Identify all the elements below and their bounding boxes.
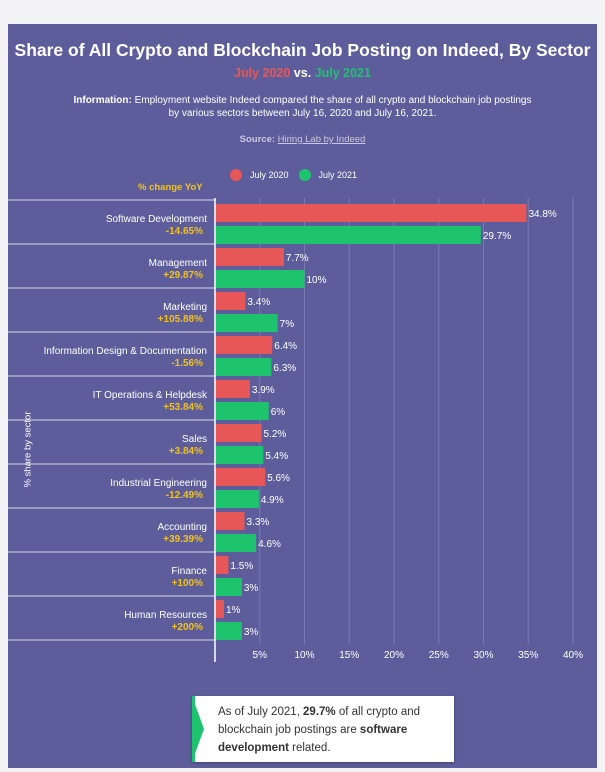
- data-label: 6.4%: [274, 341, 297, 352]
- bar-july-2021: [215, 622, 242, 640]
- data-label: 29.7%: [483, 231, 511, 242]
- data-label: 7%: [280, 319, 295, 330]
- x-tick-label: 20%: [384, 650, 404, 661]
- data-label: 1.5%: [230, 561, 253, 572]
- bar-july-2021: [215, 490, 259, 508]
- legend-item-july-2020: July 2020: [230, 169, 289, 181]
- category-label: Finance: [171, 566, 207, 577]
- subtitle-july-2021: July 2021: [314, 66, 371, 80]
- bar-july-2021: [215, 314, 278, 332]
- callout-box: As of July 2021, 29.7% of all crypto and…: [192, 696, 454, 762]
- x-tick-label: 10%: [294, 650, 314, 661]
- bar-july-2020: [215, 600, 224, 618]
- bar-july-2021: [215, 270, 305, 288]
- yoy-change-label: +105.88%: [158, 314, 203, 325]
- callout-arrow-icon: [192, 696, 204, 762]
- x-tick-label: 5%: [253, 650, 268, 661]
- bar-july-2021: [215, 358, 272, 376]
- yoy-header: % change YoY: [138, 182, 203, 193]
- data-label: 3%: [244, 583, 259, 594]
- x-tick-label: 40%: [563, 650, 583, 661]
- data-label: 6.3%: [273, 363, 296, 374]
- bar-july-2020: [215, 468, 266, 486]
- bar-july-2020: [215, 380, 250, 398]
- yoy-change-label: -12.49%: [166, 490, 203, 501]
- source-line: Source: Hiring Lab by Indeed: [8, 134, 597, 145]
- info-label: Information:: [73, 95, 132, 106]
- legend-swatch-july-2021: [298, 169, 311, 181]
- yoy-change-label: -1.56%: [171, 358, 203, 369]
- x-tick-label: 35%: [518, 650, 538, 661]
- category-label: Accounting: [158, 522, 207, 533]
- data-label: 7.7%: [286, 253, 309, 264]
- source-label: Source:: [239, 134, 276, 145]
- callout-highlight: 29.7%: [303, 706, 336, 718]
- bar-july-2020: [215, 248, 284, 266]
- bar-july-2021: [215, 446, 264, 464]
- data-label: 3.9%: [252, 385, 275, 396]
- yoy-change-label: +100%: [172, 578, 204, 589]
- bar-chart: 5% 10% 15% 20% 25% 30% 35% 40% Software Developm…: [8, 198, 583, 662]
- category-label: Information Design & Documentation: [44, 346, 207, 357]
- bar-july-2021: [215, 578, 242, 596]
- bar-july-2021: [215, 226, 481, 244]
- category-label: IT Operations & Helpdesk: [93, 390, 208, 401]
- x-tick-label: 30%: [473, 650, 493, 661]
- callout-text: As of July 2021, 29.7% of all crypto and…: [218, 703, 446, 757]
- bar-july-2020: [215, 556, 229, 574]
- data-label: 5.4%: [265, 451, 288, 462]
- bar-july-2021: [215, 402, 269, 420]
- yoy-change-label: -14.65%: [166, 226, 203, 237]
- data-label: 5.6%: [267, 473, 290, 484]
- infographic-panel: Share of All Crypto and Blockchain Job P…: [8, 24, 597, 768]
- x-tick-label: 25%: [429, 650, 449, 661]
- legend-swatch-july-2020: [230, 169, 242, 181]
- data-label: 34.8%: [528, 209, 556, 220]
- category-label: Management: [149, 258, 208, 269]
- legend-item-july-2021: July 2021: [298, 169, 358, 181]
- callout-post: related.: [288, 742, 331, 754]
- info-body: Employment website Indeed compared the s…: [131, 95, 532, 119]
- legend-label-july-2020: July 2020: [250, 170, 289, 180]
- data-label: 3.4%: [247, 297, 270, 308]
- source-link[interactable]: Hiring Lab by Indeed: [277, 134, 366, 145]
- yoy-change-label: +29.87%: [163, 270, 203, 281]
- category-label: Sales: [182, 434, 207, 445]
- x-tick-label: 15%: [339, 650, 359, 661]
- yoy-change-label: +200%: [172, 622, 204, 633]
- callout-mid: of all crypto and blockchain job posting…: [218, 706, 421, 736]
- yoy-change-label: +39.39%: [163, 534, 203, 545]
- data-label: 4.6%: [258, 539, 281, 550]
- callout-pre: As of July 2021,: [218, 706, 304, 718]
- yoy-change-label: +53.84%: [163, 402, 203, 413]
- subtitle-vs: vs.: [290, 66, 315, 80]
- bar-july-2021: [215, 534, 257, 552]
- bar-july-2020: [215, 336, 273, 354]
- chart-subtitle: July 2020 vs. July 2021: [8, 66, 597, 80]
- bar-july-2020: [215, 292, 246, 310]
- info-text: Information: Employment website Indeed c…: [68, 94, 537, 120]
- data-label: 1%: [226, 605, 241, 616]
- data-label: 3.3%: [247, 517, 270, 528]
- data-label: 10%: [307, 275, 327, 286]
- category-label: Software Development: [106, 214, 207, 225]
- bar-july-2020: [215, 424, 262, 442]
- bar-july-2020: [215, 512, 245, 530]
- data-label: 4.9%: [261, 495, 284, 506]
- yoy-change-label: +3.84%: [169, 446, 203, 457]
- category-label: Industrial Engineering: [110, 478, 207, 489]
- chart-legend: July 2020 July 2021: [230, 169, 367, 181]
- legend-label-july-2021: July 2021: [318, 170, 358, 180]
- category-label: Human Resources: [124, 610, 207, 621]
- category-label: Marketing: [163, 302, 207, 313]
- data-label: 5.2%: [264, 429, 287, 440]
- callout-bold: software development: [218, 724, 408, 754]
- bar-july-2020: [215, 204, 527, 222]
- data-label: 6%: [271, 407, 286, 418]
- subtitle-july-2020: July 2020: [234, 66, 291, 80]
- chart-title: Share of All Crypto and Blockchain Job P…: [14, 40, 591, 60]
- data-label: 3%: [244, 627, 259, 638]
